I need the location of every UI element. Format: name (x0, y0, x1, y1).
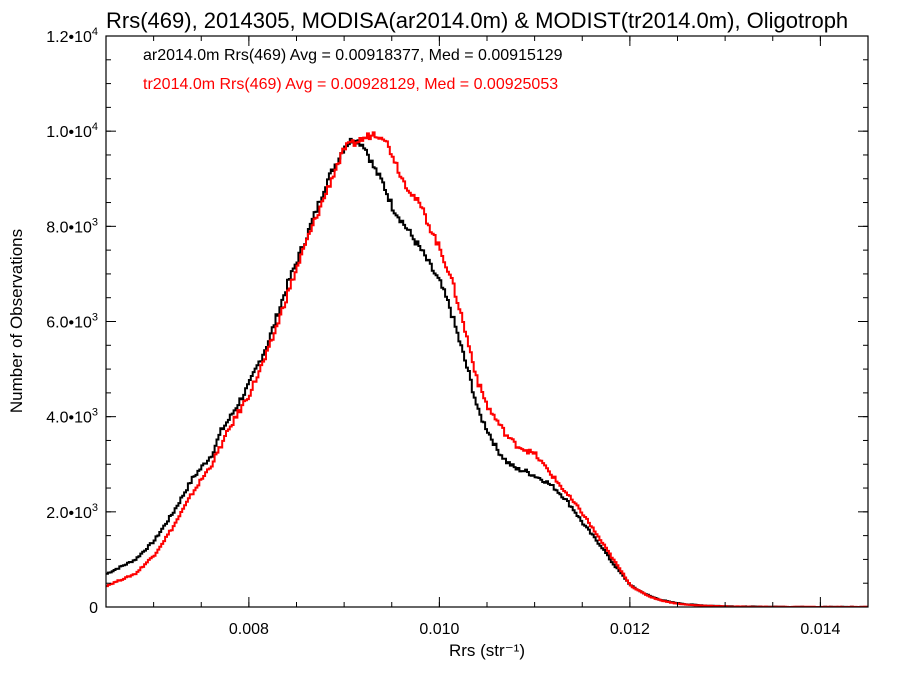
y-axis-label: Number of Observations (7, 229, 26, 413)
y-tick-label: 2.0•103 (46, 502, 98, 522)
x-tick-label: 0.010 (419, 621, 459, 638)
y-tick-label: 8.0•103 (46, 216, 98, 236)
chart-title: Rrs(469), 2014305, MODISA(ar2014.0m) & M… (106, 8, 848, 33)
x-tick-label: 0.012 (610, 621, 650, 638)
x-tick-label: 0.008 (229, 621, 269, 638)
y-tick-label: 1.0•104 (46, 121, 98, 141)
y-tick-label: 6.0•103 (46, 312, 98, 332)
legend-entry-1: ar2014.0m Rrs(469) Avg = 0.00918377, Med… (143, 47, 563, 64)
legend-entry-2: tr2014.0m Rrs(469) Avg = 0.00928129, Med… (143, 76, 558, 93)
y-tick-label: 1.2•104 (46, 26, 98, 46)
y-tick-label: 4.0•103 (46, 407, 98, 427)
x-axis-label: Rrs (str⁻¹) (449, 641, 525, 660)
x-tick-label: 0.014 (800, 621, 840, 638)
y-tick-label: 0 (89, 600, 98, 617)
